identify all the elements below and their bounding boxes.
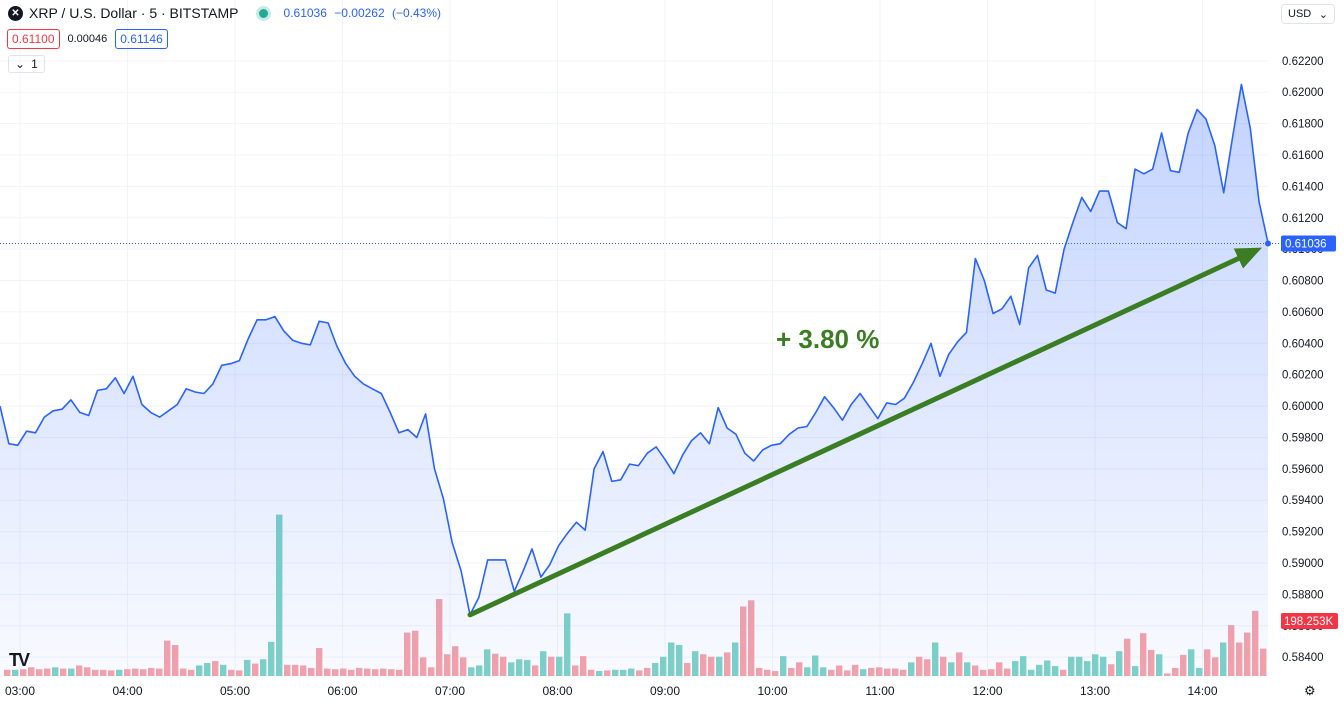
price-tick-label: 0.59400 [1282, 495, 1324, 507]
price-tick-label: 0.61200 [1282, 213, 1324, 225]
time-tick-label: 11:00 [865, 684, 894, 698]
settings-gear-icon[interactable]: ⚙ [1304, 683, 1316, 698]
price-tick-label: 0.60800 [1282, 276, 1324, 288]
indicators-count: 1 [31, 57, 38, 71]
time-axis[interactable]: 03:00 04:00 05:00 06:00 07:00 08:00 09:00 10:00… [5, 684, 1218, 698]
indicators-toggle[interactable]: ⌄ 1 [8, 55, 45, 73]
change-value: −0.00262 [334, 6, 385, 20]
trend-arrow-shaft [467, 256, 1241, 618]
symbol-header: ✕ XRP / U.S. Dollar · 5 · BITSTAMP 0.610… [8, 5, 445, 21]
time-tick-label: 12:00 [972, 684, 1002, 698]
price-tick-label: 0.59800 [1282, 432, 1324, 444]
time-tick-label: 03:00 [5, 684, 35, 698]
time-tick-label: 08:00 [542, 684, 572, 698]
time-tick-label: 13:00 [1080, 684, 1110, 698]
change-percent: (−0.43%) [392, 6, 442, 20]
price-area-fill [0, 84, 1268, 676]
time-tick-label: 07:00 [435, 684, 465, 698]
time-tick-label: 09:00 [650, 684, 680, 698]
close-x-icon[interactable]: ✕ [8, 5, 23, 21]
price-tick-label: 0.59200 [1282, 527, 1324, 539]
tradingview-logo-icon[interactable]: TV [9, 650, 30, 670]
price-tick-label: 0.60000 [1282, 401, 1324, 413]
bid-ask-row: 0.61100 0.00046 0.61146 [7, 29, 168, 49]
last-price-tag: 0.61036 [1281, 235, 1336, 252]
price-tick-label: 0.59600 [1282, 464, 1324, 476]
symbol-title[interactable]: XRP / U.S. Dollar · 5 · BITSTAMP [29, 5, 239, 21]
ask-price[interactable]: 0.61146 [115, 29, 168, 49]
price-tick-label: 0.62000 [1282, 87, 1324, 99]
time-tick-label: 14:00 [1187, 684, 1217, 698]
price-tick-label: 0.61600 [1282, 150, 1324, 162]
price-tick-label: 0.60400 [1282, 338, 1324, 350]
trend-arrow-head [1233, 247, 1262, 269]
price-tick-label: 0.60200 [1282, 370, 1324, 382]
currency-select[interactable]: USD ⌄ [1281, 4, 1335, 24]
currency-label: USD [1288, 8, 1312, 20]
price-tick-label: 0.61400 [1282, 181, 1324, 193]
volume-label: 198.253K [1284, 616, 1334, 628]
price-line [0, 83, 1269, 616]
chevron-down-icon: ⌄ [15, 57, 26, 71]
price-tick-label: 0.62200 [1282, 56, 1324, 68]
price-tick-label: 0.61800 [1282, 119, 1324, 131]
market-open-icon [258, 8, 268, 18]
time-tick-label: 06:00 [327, 684, 357, 698]
price-tick-label: 0.58800 [1282, 589, 1324, 601]
bid-price[interactable]: 0.61100 [7, 29, 60, 49]
price-tick-label: 0.58400 [1282, 652, 1324, 664]
price-tick-label: 0.59000 [1282, 558, 1324, 570]
last-value: 0.61036 [283, 6, 327, 20]
last-price-dot [1265, 240, 1271, 247]
percent-annotation: + 3.80 % [776, 324, 879, 354]
quote-values: 0.61036 −0.00262 (−0.43%) [284, 6, 446, 20]
spread-value: 0.00046 [67, 33, 108, 45]
price-axis[interactable]: 0.62200 0.62000 0.61800 0.61600 0.61400 0.612… [1282, 56, 1324, 664]
time-tick-label: 04:00 [112, 684, 142, 698]
chevron-down-icon: ⌄ [1318, 8, 1328, 21]
volume-tag: 198.253K [1281, 613, 1338, 629]
trend-arrow [467, 247, 1262, 618]
price-tick-label: 0.60600 [1282, 307, 1324, 319]
time-tick-label: 10:00 [757, 684, 787, 698]
time-tick-label: 05:00 [220, 684, 250, 698]
last-price-label: 0.61036 [1285, 238, 1327, 250]
